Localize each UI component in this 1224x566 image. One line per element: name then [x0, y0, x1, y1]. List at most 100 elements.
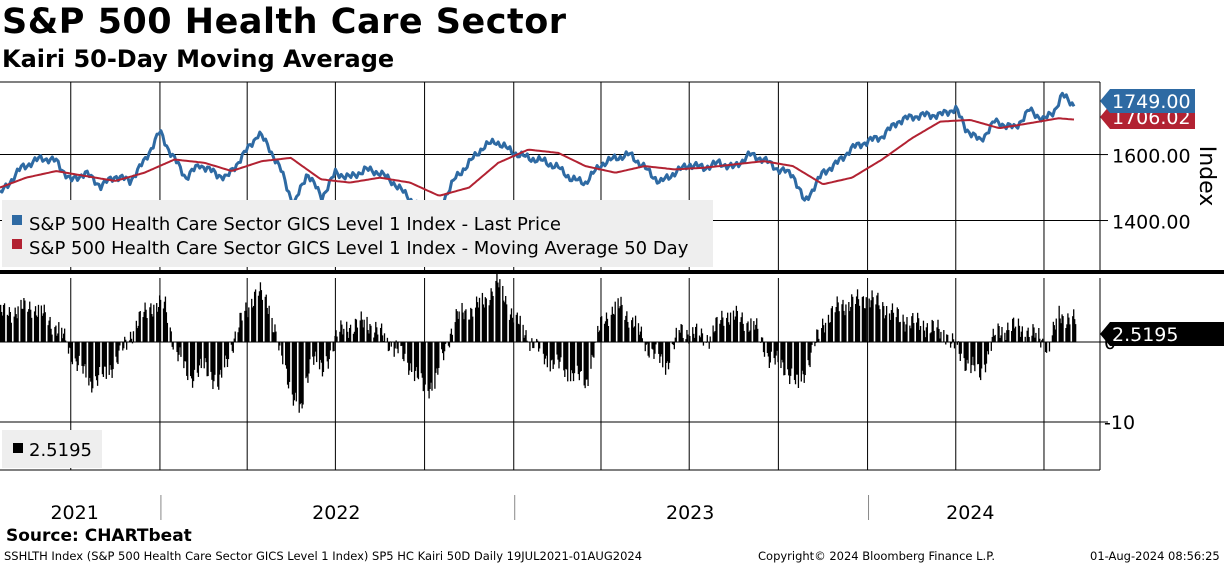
oscillator-bar: [753, 321, 755, 342]
oscillator-bar: [605, 312, 608, 342]
oscillator-bar: [645, 342, 647, 345]
oscillator-bar: [244, 310, 246, 342]
oscillator-bar: [471, 308, 473, 342]
oscillator-bar: [773, 342, 775, 359]
oscillator-bar: [580, 342, 582, 372]
oscillator-bar: [179, 342, 181, 348]
oscillator-bar: [1005, 340, 1007, 342]
oscillator-bar: [83, 342, 85, 367]
oscillator-bar: [137, 325, 139, 342]
oscillator-bar: [129, 331, 132, 342]
oscillator-bar: [346, 321, 348, 342]
oscillator-bar: [926, 323, 928, 342]
oscillator-bar: [829, 322, 832, 342]
oscillator-bar: [1000, 335, 1002, 342]
oscillator-bar: [662, 342, 664, 368]
oscillator-bar: [905, 324, 907, 342]
oscillator-bar: [131, 342, 134, 344]
oscillator-bar: [1068, 317, 1070, 342]
oscillator-bar: [503, 300, 505, 342]
oscillator-bar: [875, 304, 877, 342]
oscillator-bar: [117, 342, 119, 365]
oscillator-bar: [352, 333, 355, 342]
oscillator-bar: [842, 299, 844, 342]
oscillator-bar: [380, 323, 383, 342]
oscillator-bar: [632, 327, 635, 342]
oscillator-bar: [448, 342, 451, 348]
oscillator-bar: [170, 331, 172, 342]
oscillator-bar: [599, 330, 601, 342]
oscillator-bar: [366, 316, 368, 342]
oscillator-bar: [567, 342, 569, 382]
oscillator-bar: [701, 333, 704, 342]
oscillator-bar: [431, 342, 433, 391]
oscillator-bar: [723, 325, 725, 342]
oscillator-bar: [146, 318, 148, 342]
oscillator-bar: [626, 311, 628, 342]
oscillator-bar: [451, 334, 454, 342]
oscillator-bar: [707, 342, 709, 343]
oscillator-bar: [36, 316, 39, 342]
oscillator-bar: [474, 307, 477, 342]
oscillator-bar: [434, 342, 436, 389]
oscillator-bar: [790, 342, 792, 376]
oscillator-bar: [349, 324, 352, 342]
oscillator-bar: [165, 312, 168, 342]
oscillator-bar: [342, 334, 344, 342]
oscillator-bar: [223, 342, 226, 368]
chart-subtitle: Kairi 50-Day Moving Average: [2, 45, 395, 73]
x-axis: 2021 2022 2023 2024: [50, 495, 994, 524]
oscillator-bar: [319, 342, 322, 360]
oscillator-bar: [1053, 325, 1055, 342]
oscillator-bar: [273, 332, 275, 342]
oscillator-bar: [594, 342, 596, 343]
oscillator-bar: [403, 342, 405, 362]
oscillator-bar: [211, 342, 213, 380]
oscillator-bar: [469, 319, 471, 342]
oscillator-bar: [207, 342, 209, 377]
oscillator-bar: [476, 302, 479, 342]
oscillator-bar: [444, 342, 447, 344]
oscillator-bar: [504, 302, 506, 342]
oscillator-bar: [624, 319, 626, 342]
oscillator-bar: [783, 342, 785, 376]
oscillator-bar: [44, 312, 46, 342]
oscillator-bar: [443, 342, 446, 352]
oscillator-bar: [769, 342, 771, 363]
oscillator-bar: [424, 342, 426, 385]
oscillator-bar: [985, 342, 988, 364]
oscillator-bar: [918, 329, 921, 342]
oscillator-bar: [373, 337, 375, 342]
oscillator-bar: [904, 331, 906, 342]
oscillator-bar: [625, 315, 627, 342]
oscillator-bar: [714, 331, 716, 342]
oscillator-bar: [980, 342, 982, 381]
oscillator-bar: [164, 296, 167, 342]
oscillator-bar: [416, 342, 419, 378]
oscillator-bar: [288, 342, 291, 382]
oscillator-value-tag: [1100, 322, 1224, 346]
oscillator-bar: [956, 342, 959, 345]
oscillator-bar: [394, 342, 396, 349]
oscillator-bar: [537, 342, 540, 352]
oscillator-bar: [796, 342, 799, 375]
oscillator-bar: [282, 342, 284, 365]
oscillator-bar: [318, 342, 321, 370]
oscillator-bar: [171, 342, 173, 347]
oscillator-bar: [63, 333, 65, 342]
oscillator-bar: [967, 342, 969, 364]
oscillator-bar: [564, 342, 566, 377]
oscillator-bar: [152, 316, 154, 342]
oscillator-bar: [699, 337, 702, 342]
oscillator-bar: [368, 333, 370, 342]
oscillator-bar: [759, 342, 762, 343]
oscillator-bar: [264, 296, 266, 342]
oscillator-bar: [892, 312, 895, 342]
oscillator-bar: [28, 309, 30, 342]
oscillator-bar: [1062, 316, 1064, 342]
oscillator-bar: [897, 309, 899, 342]
oscillator-bar: [158, 295, 161, 342]
chart-title: S&P 500 Health Care Sector: [2, 2, 567, 42]
oscillator-bar: [326, 342, 328, 362]
oscillator-bar: [128, 340, 131, 342]
